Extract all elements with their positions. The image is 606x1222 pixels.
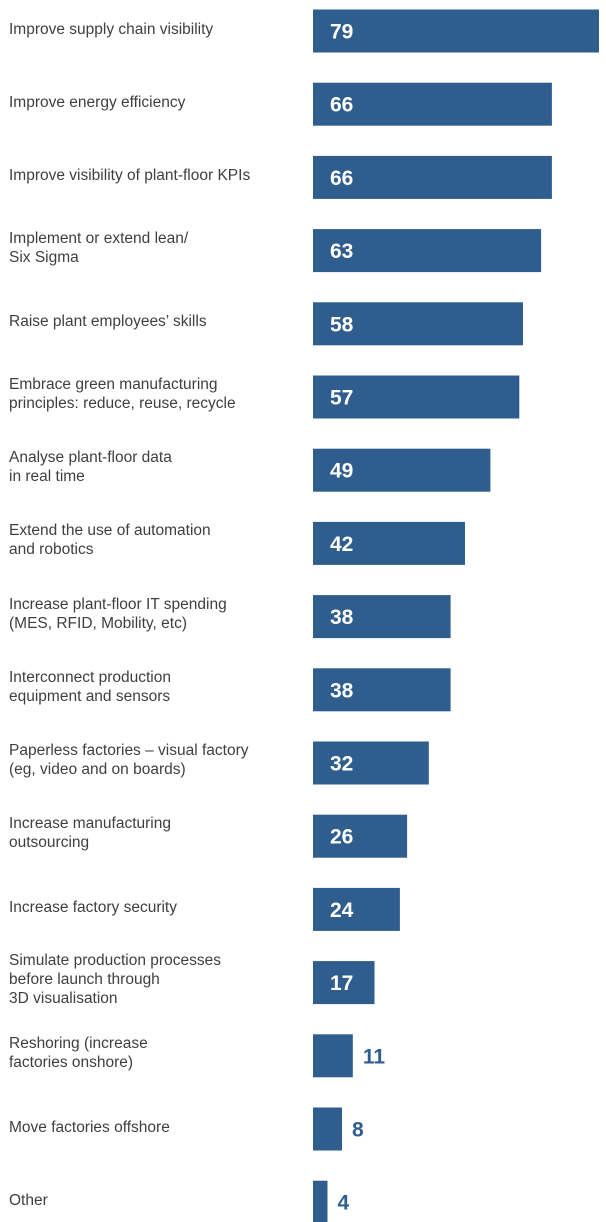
category-label-11: Paperless factories – visual factory (eg… <box>9 742 249 778</box>
category-label-1: Improve supply chain visibility <box>9 20 214 38</box>
category-label-4: Implement or extend lean/ Six Sigma <box>9 229 189 266</box>
bar-12 <box>313 814 408 858</box>
category-label-5: Raise plant employees’ skills <box>9 313 207 331</box>
value-label-15: 11 <box>363 1045 386 1068</box>
category-label-13: Increase factory security <box>9 898 177 916</box>
value-label-14: 17 <box>330 972 353 995</box>
category-label-9: Increase plant-floor IT spending (MES, R… <box>9 595 227 632</box>
value-label-12: 26 <box>330 826 353 849</box>
category-label-7: Analyse plant-floor data in real time <box>9 449 172 486</box>
bar-15 <box>313 1034 353 1078</box>
value-label-13: 24 <box>330 899 354 922</box>
value-label-6: 57 <box>330 387 353 410</box>
value-label-3: 66 <box>330 167 353 190</box>
category-label-16: Move factories offshore <box>9 1118 170 1136</box>
bar-17 <box>313 1180 328 1222</box>
category-label-10: Interconnect production equipment and se… <box>9 668 171 705</box>
value-label-1: 79 <box>330 21 353 44</box>
bar-9 <box>313 595 451 639</box>
bar-4 <box>313 229 542 273</box>
category-label-12: Increase manufacturing outsourcing <box>9 815 171 852</box>
category-label-8: Extend the use of automation and robotic… <box>9 522 211 559</box>
value-label-2: 66 <box>330 94 353 117</box>
value-label-7: 49 <box>330 460 353 483</box>
bar-11 <box>313 741 429 785</box>
category-label-6: Embrace green manufacturing principles: … <box>9 376 236 412</box>
bar-16 <box>313 1107 342 1151</box>
value-label-17: 4 <box>337 1192 349 1215</box>
value-label-11: 32 <box>330 753 353 776</box>
value-label-16: 8 <box>352 1119 364 1142</box>
value-label-8: 42 <box>330 533 353 556</box>
value-label-10: 38 <box>330 679 354 702</box>
bar-3 <box>313 155 552 199</box>
bar-1 <box>313 9 599 53</box>
category-label-3: Improve visibility of plant-floor KPIs <box>9 166 251 184</box>
value-label-4: 63 <box>330 240 353 263</box>
bar-5 <box>313 302 523 346</box>
category-label-17: Other <box>9 1191 48 1209</box>
value-label-5: 58 <box>330 313 354 336</box>
bar-8 <box>313 521 465 565</box>
bar-7 <box>313 448 491 492</box>
category-label-15: Reshoring (increase factories onshore) <box>9 1034 148 1071</box>
bar-14 <box>313 961 375 1005</box>
bar-6 <box>313 375 520 419</box>
bar-2 <box>313 82 552 126</box>
bar-13 <box>313 887 400 931</box>
category-label-2: Improve energy efficiency <box>9 93 186 111</box>
value-label-9: 38 <box>330 606 354 629</box>
category-label-14: Simulate production processes before lau… <box>9 952 221 1008</box>
bar-10 <box>313 668 451 712</box>
